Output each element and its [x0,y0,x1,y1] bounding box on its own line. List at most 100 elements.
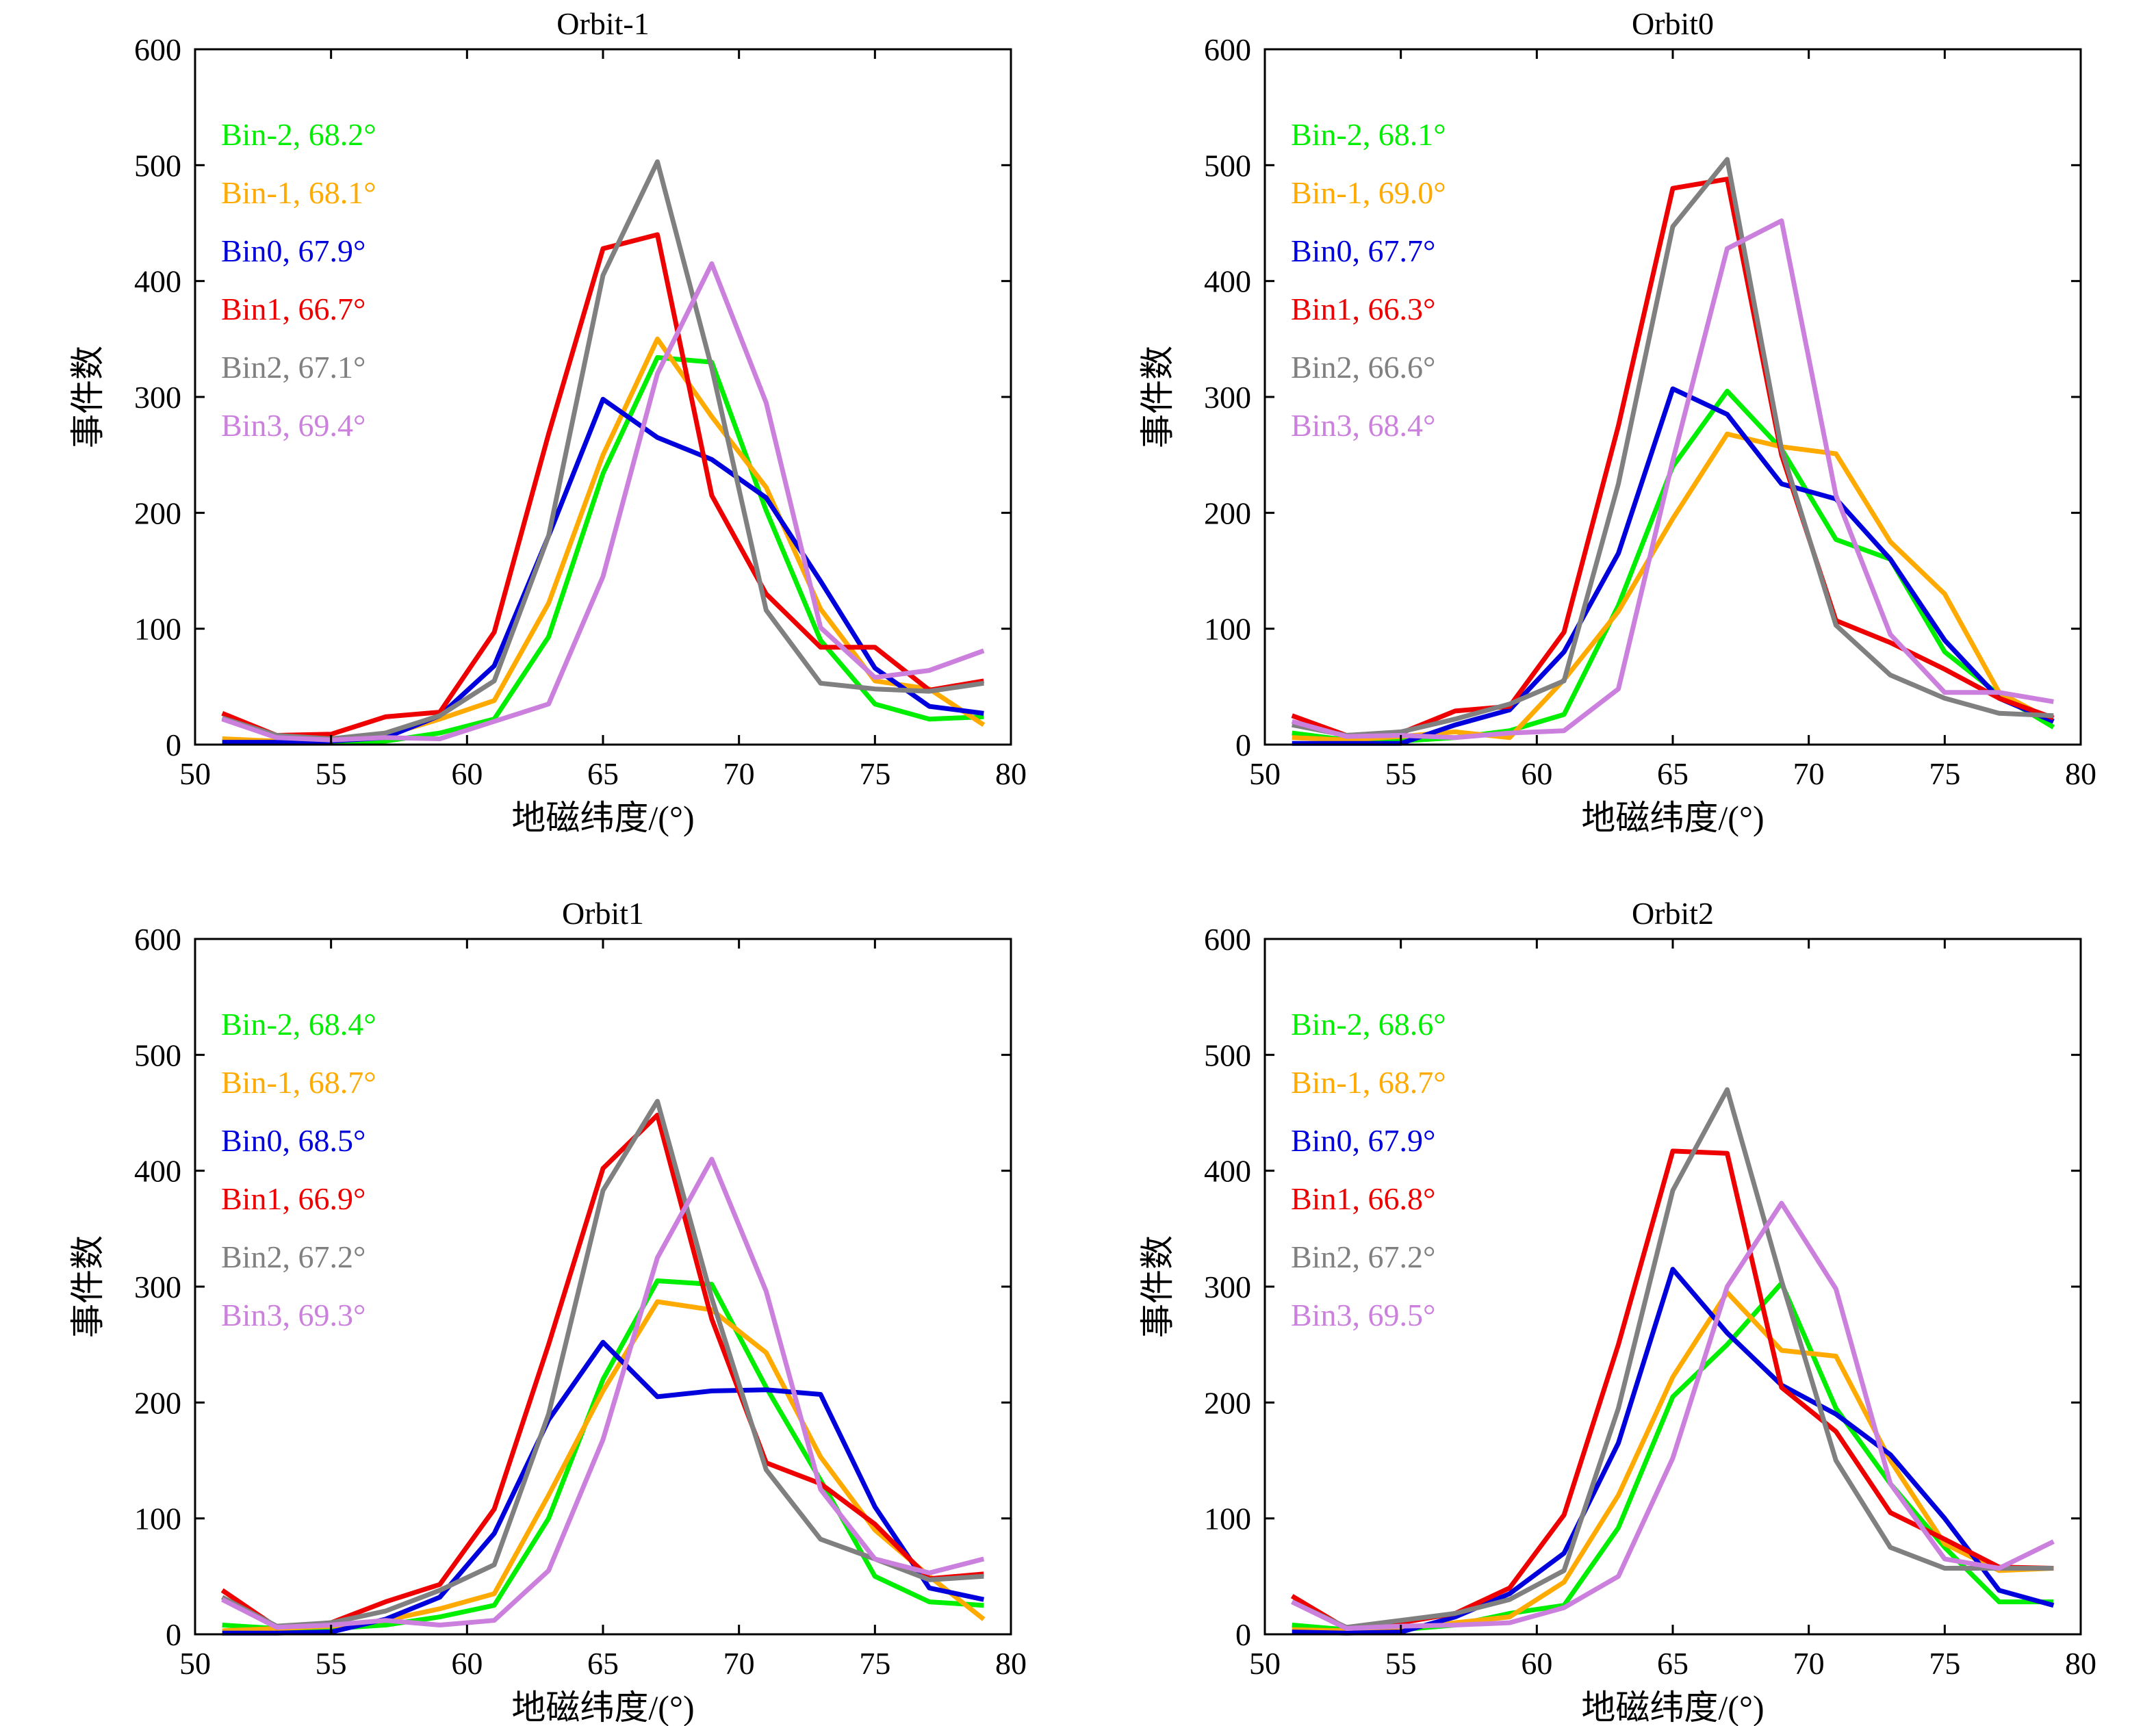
x-tick-label: 80 [995,1646,1027,1681]
x-tick-label: 70 [1793,756,1825,791]
y-tick-label: 200 [134,1385,181,1420]
plot-area: 50 55 60 65 70 75 80 0 100 200 300 400 500 600 Bin-2, … [134,32,1027,791]
orbit-panel: Orbit-1 50 55 60 65 70 75 80 0 100 200 300 400 500 60… [68,6,1027,837]
series-line [1291,218,2054,740]
series-line [221,261,985,743]
x-axis-label: 地磁纬度/(°) [511,1688,694,1726]
x-tick-label: 55 [1385,756,1417,791]
x-tick-label: 60 [1521,1646,1552,1681]
orbit-panel: Orbit1 50 55 60 65 70 75 80 0 100 200 300 400 500 600… [68,896,1027,1726]
x-tick-label: 75 [859,1646,890,1681]
x-tick-label: 60 [1521,756,1552,791]
series-line [1291,1200,2055,1631]
plot-area: 50 55 60 65 70 75 80 0 100 200 300 400 500 600 Bin-2, … [134,922,1027,1681]
x-axis-label: 地磁纬度/(°) [511,799,694,837]
x-tick-label: 50 [179,756,211,791]
legend-entry: Bin-1, 69.0° [1291,175,1446,210]
orbit-panel: Orbit2 50 55 60 65 70 75 80 0 100 200 300 400 500 600… [1138,896,2096,1726]
panel-title: Orbit0 [1632,6,1714,41]
y-tick-label: 400 [1204,264,1251,299]
x-axis-label: 地磁纬度/(°) [1581,799,1764,837]
legend-entry: Bin1, 66.3° [1291,292,1435,326]
y-tick-label: 0 [1235,727,1251,762]
legend-entry: Bin2, 67.2° [221,1239,365,1274]
y-tick-label: 400 [1204,1154,1251,1189]
legend-entry: Bin2, 67.2° [1291,1239,1435,1274]
y-tick-label: 300 [1204,380,1251,415]
series-line [1291,1087,2054,1630]
y-tick-label: 600 [1204,922,1251,957]
x-tick-label: 50 [179,1646,211,1681]
x-tick-label: 60 [451,1646,483,1681]
x-tick-label: 60 [451,756,483,791]
x-tick-label: 50 [1249,1646,1281,1681]
x-axis-label: 地磁纬度/(°) [1581,1688,1764,1726]
legend-entry: Bin-1, 68.1° [221,175,376,210]
y-tick-label: 200 [1204,495,1251,530]
x-tick-label: 50 [1249,756,1281,791]
y-tick-label: 300 [1204,1270,1251,1304]
x-tick-label: 75 [1929,756,1960,791]
plot-area: 50 55 60 65 70 75 80 0 100 200 300 400 500 600 Bin-2, … [1204,32,2096,791]
y-axis-label: 事件数 [68,346,107,448]
y-tick-label: 600 [1204,32,1251,67]
x-tick-label: 70 [1793,1646,1825,1681]
y-tick-label: 0 [166,1617,181,1652]
series-line [221,232,984,738]
panel-title: Orbit2 [1632,896,1714,931]
y-axis-label: 事件数 [68,1235,107,1338]
y-tick-label: 0 [166,727,181,762]
y-tick-label: 600 [134,922,181,957]
y-axis-label: 事件数 [1138,1235,1177,1338]
legend-entry: Bin-2, 68.6° [1291,1007,1446,1042]
y-tick-label: 500 [1204,1038,1251,1072]
legend-entry: Bin-1, 68.7° [221,1065,376,1100]
legend-entry: Bin0, 67.9° [1291,1123,1435,1158]
series-line [222,1339,985,1636]
y-tick-label: 100 [1204,612,1251,647]
legend-entry: Bin-2, 68.2° [221,117,376,152]
x-tick-label: 65 [587,1646,619,1681]
x-tick-label: 65 [587,756,619,791]
legend-entry: Bin-2, 68.1° [1291,117,1446,152]
y-tick-label: 500 [134,1038,181,1072]
x-tick-label: 65 [1657,756,1689,791]
panel-title: Orbit-1 [556,6,649,41]
legend-entry: Bin-1, 68.7° [1291,1065,1446,1100]
y-tick-label: 500 [1204,148,1251,183]
legend-entry: Bin0, 67.9° [221,233,365,268]
y-tick-label: 400 [134,1154,181,1189]
x-tick-label: 70 [723,1646,755,1681]
x-tick-label: 80 [2065,1646,2096,1681]
legend-entry: Bin2, 67.1° [221,350,365,385]
x-tick-label: 70 [723,756,755,791]
x-tick-label: 80 [2065,756,2096,791]
legend-entry: Bin2, 66.6° [1291,350,1435,385]
y-tick-label: 300 [134,1270,181,1304]
x-tick-label: 75 [1929,1646,1960,1681]
y-tick-label: 500 [134,148,181,183]
plot-area: 50 55 60 65 70 75 80 0 100 200 300 400 500 600 Bin-2, … [1204,922,2096,1681]
series-line [1292,157,2054,738]
legend-entry: Bin3, 69.5° [1291,1298,1435,1332]
legend-entry: Bin3, 69.3° [221,1298,365,1332]
y-tick-label: 200 [134,495,181,530]
legend-entry: Bin3, 69.4° [221,408,365,443]
legend-entry: Bin3, 68.4° [1291,408,1435,443]
y-tick-label: 300 [134,380,181,415]
y-tick-label: 0 [1235,1617,1251,1652]
y-tick-label: 600 [134,32,181,67]
x-tick-label: 55 [1385,1646,1417,1681]
x-tick-label: 75 [859,756,890,791]
x-tick-label: 80 [995,756,1027,791]
y-tick-label: 100 [134,1502,181,1536]
y-tick-label: 200 [1204,1385,1251,1420]
orbit-panel: Orbit0 50 55 60 65 70 75 80 0 100 200 300 400 500 600… [1138,6,2096,837]
y-tick-label: 400 [134,264,181,299]
series-line [221,1157,985,1630]
legend-entry: Bin-2, 68.4° [221,1007,376,1042]
y-tick-label: 100 [134,612,181,647]
panel-title: Orbit1 [562,896,644,931]
legend-entry: Bin0, 68.5° [221,1123,365,1158]
